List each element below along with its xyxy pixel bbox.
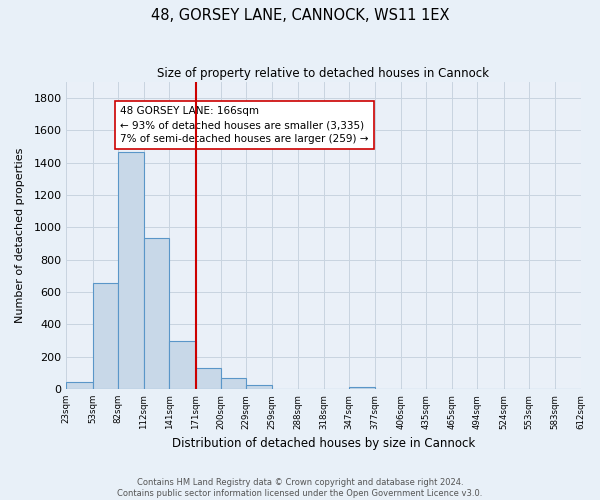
Bar — [221, 378, 246, 389]
Bar — [67, 382, 92, 389]
X-axis label: Distribution of detached houses by size in Cannock: Distribution of detached houses by size … — [172, 437, 475, 450]
Bar — [169, 341, 196, 389]
Text: 48 GORSEY LANE: 166sqm
← 93% of detached houses are smaller (3,335)
7% of semi-d: 48 GORSEY LANE: 166sqm ← 93% of detached… — [121, 106, 369, 144]
Bar — [118, 152, 144, 389]
Bar — [246, 385, 272, 389]
Bar — [144, 238, 169, 389]
Y-axis label: Number of detached properties: Number of detached properties — [15, 148, 25, 323]
Text: 48, GORSEY LANE, CANNOCK, WS11 1EX: 48, GORSEY LANE, CANNOCK, WS11 1EX — [151, 8, 449, 22]
Title: Size of property relative to detached houses in Cannock: Size of property relative to detached ho… — [157, 68, 490, 80]
Bar — [349, 386, 376, 389]
Text: Contains HM Land Registry data © Crown copyright and database right 2024.
Contai: Contains HM Land Registry data © Crown c… — [118, 478, 482, 498]
Bar — [92, 283, 118, 389]
Bar — [196, 368, 221, 389]
